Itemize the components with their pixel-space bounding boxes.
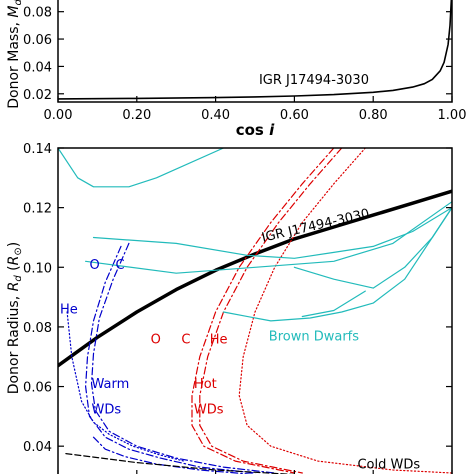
series-line-warm-wds-low <box>92 436 258 474</box>
donor-mass-frame <box>57 0 453 103</box>
annotation-o: O <box>90 258 100 273</box>
annotation-c: C <box>116 258 125 273</box>
annotation-o: O <box>151 332 161 347</box>
donor-mass-x-axis-label: cos i <box>236 121 275 139</box>
x-tick-label: 0.20 <box>122 108 151 123</box>
series-line-brown-dwarfs-a <box>58 148 225 188</box>
annotation-cold-wds: Cold WDs <box>357 458 420 473</box>
y-tick-label: 0.08 <box>23 6 52 21</box>
donor-radius-annotations: IGR J17494-3030 O C He Warm WDs O C He Hot WDs Brow… <box>60 206 420 472</box>
series-line-o-hot <box>191 148 335 474</box>
x-tick-label: 0.60 <box>280 108 309 123</box>
y-tick-label: 0.14 <box>23 142 52 157</box>
series-line-brown-dwarfs-e <box>222 207 452 322</box>
donor-mass-y-axis-label: Donor Mass, Md ( <box>6 0 24 109</box>
donor-mass-series <box>58 0 452 100</box>
donor-mass-annotations: IGR J17494-3030 <box>259 73 369 88</box>
annotation-warm: Warm <box>91 377 129 392</box>
series-line-brown-dwarfs-c <box>84 201 452 274</box>
y-tick-label: 0.06 <box>23 33 52 48</box>
x-tick-label: 0.80 <box>359 108 388 123</box>
annotation-wds: WDs <box>194 402 224 417</box>
y-tick-label: 0.04 <box>23 440 52 455</box>
donor-radius-series <box>58 148 452 474</box>
y-tick-label: 0.04 <box>23 60 52 75</box>
donor-radius-ticks: 0.04 0.06 0.08 0.10 0.12 0.14 <box>23 142 453 474</box>
y-tick-label: 0.10 <box>23 261 52 276</box>
annotation-igr-j17494-3030: IGR J17494-3030 <box>259 73 369 88</box>
y-tick-label: 0.08 <box>23 321 52 336</box>
x-tick-label: 0.40 <box>201 108 230 123</box>
series-line-cold-wds <box>65 453 298 474</box>
x-tick-label: 0.00 <box>44 108 73 123</box>
annotation-hot: Hot <box>194 377 217 392</box>
series-line-c-hot <box>199 148 343 474</box>
annotation-he: He <box>210 332 228 347</box>
annotation-wds: WDs <box>91 402 121 417</box>
series-line-c <box>90 242 276 474</box>
annotation-he: He <box>60 302 78 317</box>
annotation-brown-dwarfs: Brown Dwarfs <box>269 329 359 344</box>
series-line-brown-dwarfs-f <box>301 290 366 318</box>
series-line-igr-j17494-3030 <box>58 0 452 100</box>
donor-mass-ticks: 0.02 0.04 0.06 0.08 0.00 0.20 0.40 0.60 0.80 1.00 <box>23 6 466 123</box>
annotation-igr-j17494-3030: IGR J17494-3030 <box>260 206 371 245</box>
donor-radius-frame <box>57 147 453 474</box>
series-line-o <box>84 245 256 474</box>
donor-radius-y-axis-label: Donor Radius, Rd (R⊙) <box>6 242 24 394</box>
series-line-he <box>66 311 185 462</box>
y-tick-label: 0.06 <box>23 381 52 396</box>
y-tick-label: 0.12 <box>23 202 52 217</box>
x-tick-label: 1.00 <box>438 108 467 123</box>
y-tick-label: 0.02 <box>23 88 52 103</box>
series-line-igr-j17494-3030 <box>58 189 452 368</box>
donor-mass-panel: 0.02 0.04 0.06 0.08 0.00 0.20 0.40 0.60 0.80 1.00… <box>6 0 466 139</box>
donor-radius-panel: 0.04 0.06 0.08 0.10 0.12 0.14 IGR J17494-3030… <box>6 142 453 474</box>
annotation-c: C <box>181 332 190 347</box>
